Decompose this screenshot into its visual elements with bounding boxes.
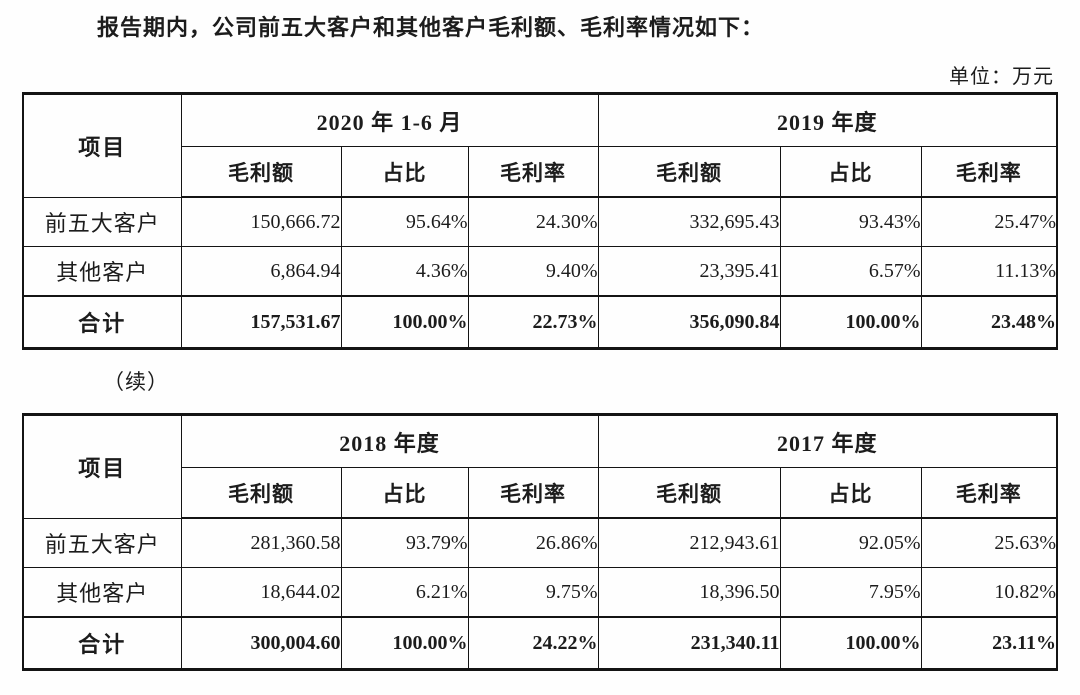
- col-header-cell: 毛利额: [597, 146, 781, 198]
- value-cell: 24.22%: [467, 617, 599, 670]
- value-cell: 9.75%: [467, 567, 599, 618]
- value-cell: 24.30%: [467, 197, 599, 247]
- value-cell: 9.40%: [467, 246, 599, 297]
- value-cell: 22.73%: [467, 296, 599, 349]
- intro-text: 报告期内，公司前五大客户和其他客户毛利额、毛利率情况如下：: [97, 15, 765, 40]
- value-cell: 93.79%: [340, 518, 469, 568]
- value-cell: 25.63%: [920, 518, 1058, 568]
- row-item-cell: 其他客户: [22, 567, 182, 618]
- row-item-cell: 前五大客户: [22, 518, 182, 568]
- gross-profit-table-2020-2019: 项目 2020 年 1-6 月 2019 年度 毛利额 占比 毛利率 毛利额 占…: [22, 92, 1059, 350]
- continued-label: （续）: [103, 370, 169, 394]
- table-row: 前五大客户 150,666.72 95.64% 24.30% 332,695.4…: [22, 197, 1058, 247]
- gross-profit-table-2018-2017: 项目 2018 年度 2017 年度 毛利额 占比 毛利率 毛利额 占比 毛利率…: [22, 413, 1059, 671]
- value-cell: 92.05%: [779, 518, 922, 568]
- value-cell: 23.11%: [920, 617, 1058, 670]
- value-cell: 7.95%: [779, 567, 922, 618]
- col-header-cell: 毛利额: [180, 146, 342, 198]
- col-header-cell: 毛利率: [920, 467, 1058, 519]
- value-cell: 100.00%: [340, 296, 469, 349]
- period-header-cell: 2019 年度: [597, 93, 1058, 147]
- row-item-cell: 前五大客户: [22, 197, 182, 247]
- table-row: 其他客户 18,644.02 6.21% 9.75% 18,396.50 7.9…: [22, 567, 1058, 618]
- table-total-row: 合计 300,004.60 100.00% 24.22% 231,340.11 …: [22, 617, 1058, 670]
- value-cell: 100.00%: [340, 617, 469, 670]
- col-header-cell: 毛利率: [920, 146, 1058, 198]
- period-header-cell: 2018 年度: [180, 414, 599, 468]
- col-header-cell: 毛利率: [467, 467, 599, 519]
- col-header-cell: 占比: [779, 146, 922, 198]
- col-header-cell: 占比: [779, 467, 922, 519]
- value-cell: 150,666.72: [180, 197, 342, 247]
- value-cell: 231,340.11: [597, 617, 781, 670]
- period-header-cell: 2017 年度: [597, 414, 1058, 468]
- col-header-cell: 占比: [340, 146, 469, 198]
- value-cell: 157,531.67: [180, 296, 342, 349]
- table-total-row: 合计 157,531.67 100.00% 22.73% 356,090.84 …: [22, 296, 1058, 349]
- value-cell: 281,360.58: [180, 518, 342, 568]
- value-cell: 23.48%: [920, 296, 1058, 349]
- value-cell: 93.43%: [779, 197, 922, 247]
- value-cell: 212,943.61: [597, 518, 781, 568]
- row-item-cell: 合计: [22, 617, 182, 670]
- value-cell: 18,644.02: [180, 567, 342, 618]
- value-cell: 332,695.43: [597, 197, 781, 247]
- value-cell: 95.64%: [340, 197, 469, 247]
- value-cell: 100.00%: [779, 296, 922, 349]
- unit-label: 单位：万元: [949, 66, 1054, 88]
- col-header-cell: 毛利额: [180, 467, 342, 519]
- value-cell: 100.00%: [779, 617, 922, 670]
- value-cell: 23,395.41: [597, 246, 781, 297]
- period-header-cell: 2020 年 1-6 月: [180, 93, 599, 147]
- table-row: 其他客户 6,864.94 4.36% 9.40% 23,395.41 6.57…: [22, 246, 1058, 297]
- item-header-cell: 项目: [22, 414, 182, 519]
- value-cell: 4.36%: [340, 246, 469, 297]
- row-item-cell: 其他客户: [22, 246, 182, 297]
- col-header-cell: 毛利率: [467, 146, 599, 198]
- value-cell: 25.47%: [920, 197, 1058, 247]
- value-cell: 26.86%: [467, 518, 599, 568]
- value-cell: 6.57%: [779, 246, 922, 297]
- row-item-cell: 合计: [22, 296, 182, 349]
- item-header-cell: 项目: [22, 93, 182, 198]
- value-cell: 10.82%: [920, 567, 1058, 618]
- value-cell: 11.13%: [920, 246, 1058, 297]
- value-cell: 18,396.50: [597, 567, 781, 618]
- col-header-cell: 毛利额: [597, 467, 781, 519]
- value-cell: 6.21%: [340, 567, 469, 618]
- value-cell: 300,004.60: [180, 617, 342, 670]
- table-row: 前五大客户 281,360.58 93.79% 26.86% 212,943.6…: [22, 518, 1058, 568]
- value-cell: 356,090.84: [597, 296, 781, 349]
- col-header-cell: 占比: [340, 467, 469, 519]
- value-cell: 6,864.94: [180, 246, 342, 297]
